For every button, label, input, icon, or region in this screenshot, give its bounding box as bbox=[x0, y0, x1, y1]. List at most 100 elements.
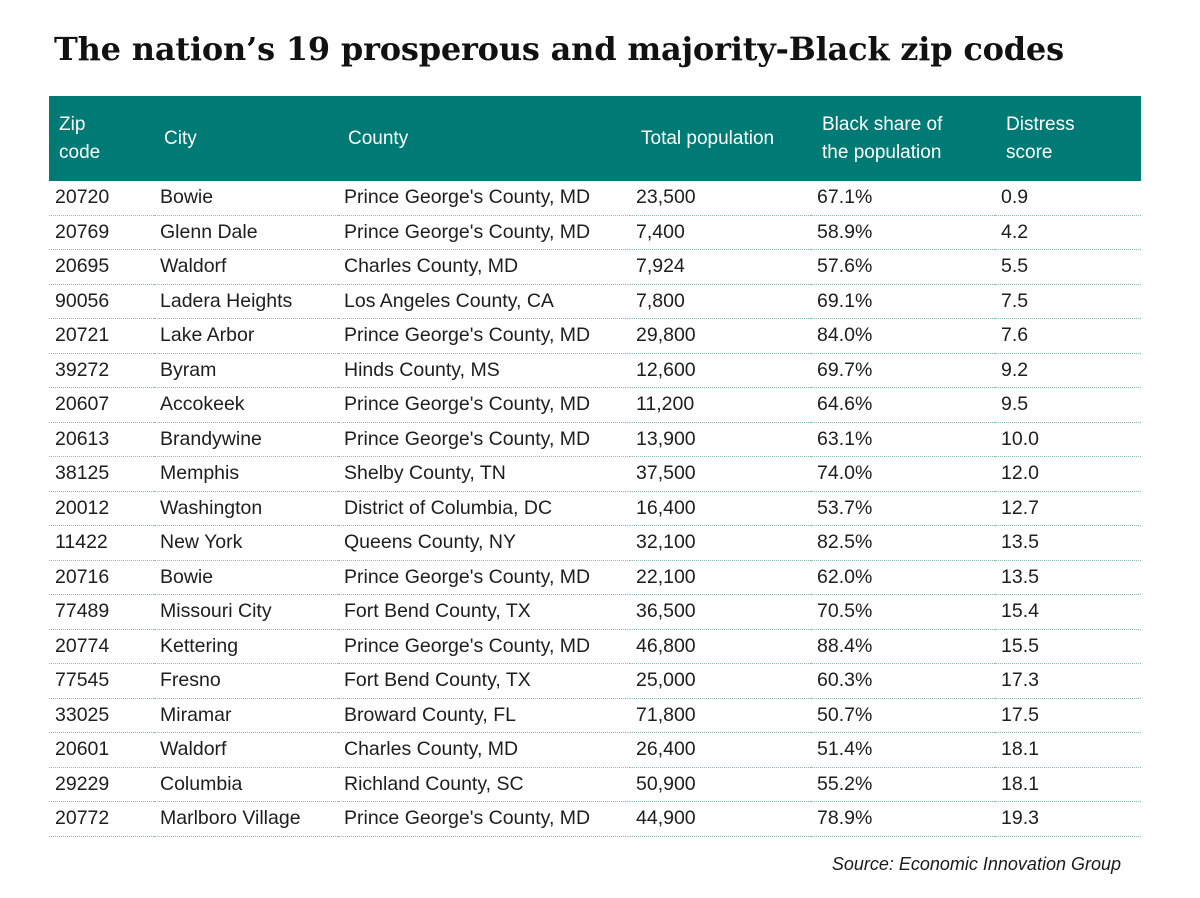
table-row: 33025 Miramar Broward County, FL 71,800 50.7… bbox=[49, 698, 1141, 733]
header-city-label: City bbox=[164, 127, 197, 149]
zip-code-cell: 20716 bbox=[49, 560, 154, 595]
population-cell: 7,800 bbox=[630, 284, 811, 319]
black-share-cell: 55.2% bbox=[811, 767, 995, 802]
county-cell: Prince George's County, MD bbox=[338, 318, 630, 354]
column-header-distress-score: Distress score bbox=[995, 96, 1141, 181]
county-cell: Prince George's County, MD bbox=[338, 422, 630, 457]
county-cell: Fort Bend County, TX bbox=[338, 594, 630, 630]
county-cell: Charles County, MD bbox=[338, 249, 630, 285]
population-cell: 11,200 bbox=[630, 387, 811, 423]
zip-code-cell: 20601 bbox=[49, 732, 154, 768]
header-population-label: Total population bbox=[641, 127, 775, 149]
zip-code-cell: 20012 bbox=[49, 491, 154, 526]
city-cell: Washington bbox=[154, 491, 338, 526]
city-cell: Ladera Heights bbox=[154, 284, 338, 319]
distress-score-cell: 7.5 bbox=[995, 284, 1141, 319]
column-header-city: City bbox=[154, 96, 338, 181]
black-share-cell: 57.6% bbox=[811, 249, 995, 285]
population-cell: 7,924 bbox=[630, 249, 811, 285]
distress-score-cell: 17.5 bbox=[995, 698, 1141, 733]
population-cell: 23,500 bbox=[630, 181, 811, 216]
black-share-cell: 50.7% bbox=[811, 698, 995, 733]
black-share-cell: 82.5% bbox=[811, 525, 995, 561]
zip-code-cell: 20607 bbox=[49, 387, 154, 423]
distress-score-cell: 18.1 bbox=[995, 767, 1141, 802]
zip-code-cell: 20769 bbox=[49, 215, 154, 250]
city-cell: Waldorf bbox=[154, 249, 338, 285]
population-cell: 46,800 bbox=[630, 629, 811, 664]
zip-code-cell: 77489 bbox=[49, 594, 154, 630]
distress-score-cell: 13.5 bbox=[995, 560, 1141, 595]
city-cell: Bowie bbox=[154, 181, 338, 216]
zip-code-cell: 20772 bbox=[49, 801, 154, 837]
column-header-zip-code: Zip code bbox=[49, 96, 154, 181]
county-cell: District of Columbia, DC bbox=[338, 491, 630, 526]
header-share-line2: the population bbox=[822, 141, 942, 163]
black-share-cell: 70.5% bbox=[811, 594, 995, 630]
city-cell: Memphis bbox=[154, 456, 338, 492]
table-row: 77489 Missouri City Fort Bend County, TX 36… bbox=[49, 594, 1141, 630]
black-share-cell: 62.0% bbox=[811, 560, 995, 595]
city-cell: Accokeek bbox=[154, 387, 338, 423]
distress-score-cell: 7.6 bbox=[995, 318, 1141, 354]
distress-score-cell: 0.9 bbox=[995, 181, 1141, 216]
population-cell: 12,600 bbox=[630, 353, 811, 388]
county-cell: Prince George's County, MD bbox=[338, 560, 630, 595]
table-row: 90056 Ladera Heights Los Angeles County, C… bbox=[49, 284, 1141, 319]
zip-code-cell: 20721 bbox=[49, 318, 154, 354]
population-cell: 7,400 bbox=[630, 215, 811, 250]
distress-score-cell: 9.2 bbox=[995, 353, 1141, 388]
zip-code-cell: 29229 bbox=[49, 767, 154, 802]
county-cell: Hinds County, MS bbox=[338, 353, 630, 388]
table-row: 20601 Waldorf Charles County, MD 26,400 51.4… bbox=[49, 732, 1141, 768]
population-cell: 13,900 bbox=[630, 422, 811, 457]
black-share-cell: 63.1% bbox=[811, 422, 995, 457]
county-cell: Prince George's County, MD bbox=[338, 629, 630, 664]
table-row: 20012 Washington District of Columbia, DC 1… bbox=[49, 491, 1141, 526]
city-cell: Fresno bbox=[154, 663, 338, 699]
city-cell: Marlboro Village bbox=[154, 801, 338, 837]
header-distress-line2: score bbox=[1006, 141, 1053, 163]
table-row: 20774 Kettering Prince George's County, MD… bbox=[49, 629, 1141, 664]
city-cell: Waldorf bbox=[154, 732, 338, 768]
city-cell: Brandywine bbox=[154, 422, 338, 457]
column-header-black-share: Black share of the population bbox=[811, 96, 995, 181]
city-cell: Kettering bbox=[154, 629, 338, 664]
city-cell: Missouri City bbox=[154, 594, 338, 630]
black-share-cell: 88.4% bbox=[811, 629, 995, 664]
population-cell: 50,900 bbox=[630, 767, 811, 802]
table-row: 20607 Accokeek Prince George's County, MD 1… bbox=[49, 387, 1141, 423]
black-share-cell: 64.6% bbox=[811, 387, 995, 423]
population-cell: 32,100 bbox=[630, 525, 811, 561]
zip-code-table: Zip code City County Total population Bl… bbox=[49, 96, 1141, 837]
county-cell: Prince George's County, MD bbox=[338, 387, 630, 423]
black-share-cell: 51.4% bbox=[811, 732, 995, 768]
county-cell: Prince George's County, MD bbox=[338, 215, 630, 250]
population-cell: 37,500 bbox=[630, 456, 811, 492]
source-note: Source: Economic Innovation Group bbox=[831, 854, 1121, 874]
black-share-cell: 60.3% bbox=[811, 663, 995, 699]
distress-score-cell: 15.5 bbox=[995, 629, 1141, 664]
black-share-cell: 69.1% bbox=[811, 284, 995, 319]
distress-score-cell: 13.5 bbox=[995, 525, 1141, 561]
population-cell: 29,800 bbox=[630, 318, 811, 354]
population-cell: 25,000 bbox=[630, 663, 811, 699]
black-share-cell: 53.7% bbox=[811, 491, 995, 526]
distress-score-cell: 12.0 bbox=[995, 456, 1141, 492]
black-share-cell: 67.1% bbox=[811, 181, 995, 216]
city-cell: Bowie bbox=[154, 560, 338, 595]
header-distress-line1: Distress bbox=[1006, 113, 1075, 135]
table-row: 29229 Columbia Richland County, SC 50,900 55… bbox=[49, 767, 1141, 802]
county-cell: Queens County, NY bbox=[338, 525, 630, 561]
table-body: 20720 Bowie Prince George's County, MD 23,5… bbox=[49, 181, 1141, 837]
county-cell: Prince George's County, MD bbox=[338, 181, 630, 216]
column-header-county: County bbox=[338, 96, 630, 181]
zip-code-cell: 38125 bbox=[49, 456, 154, 492]
zip-code-cell: 20613 bbox=[49, 422, 154, 457]
distress-score-cell: 17.3 bbox=[995, 663, 1141, 699]
distress-score-cell: 12.7 bbox=[995, 491, 1141, 526]
population-cell: 44,900 bbox=[630, 801, 811, 837]
table-row: 20716 Bowie Prince George's County, MD 22,1… bbox=[49, 560, 1141, 595]
county-cell: Charles County, MD bbox=[338, 732, 630, 768]
header-share-line1: Black share of bbox=[822, 113, 943, 135]
